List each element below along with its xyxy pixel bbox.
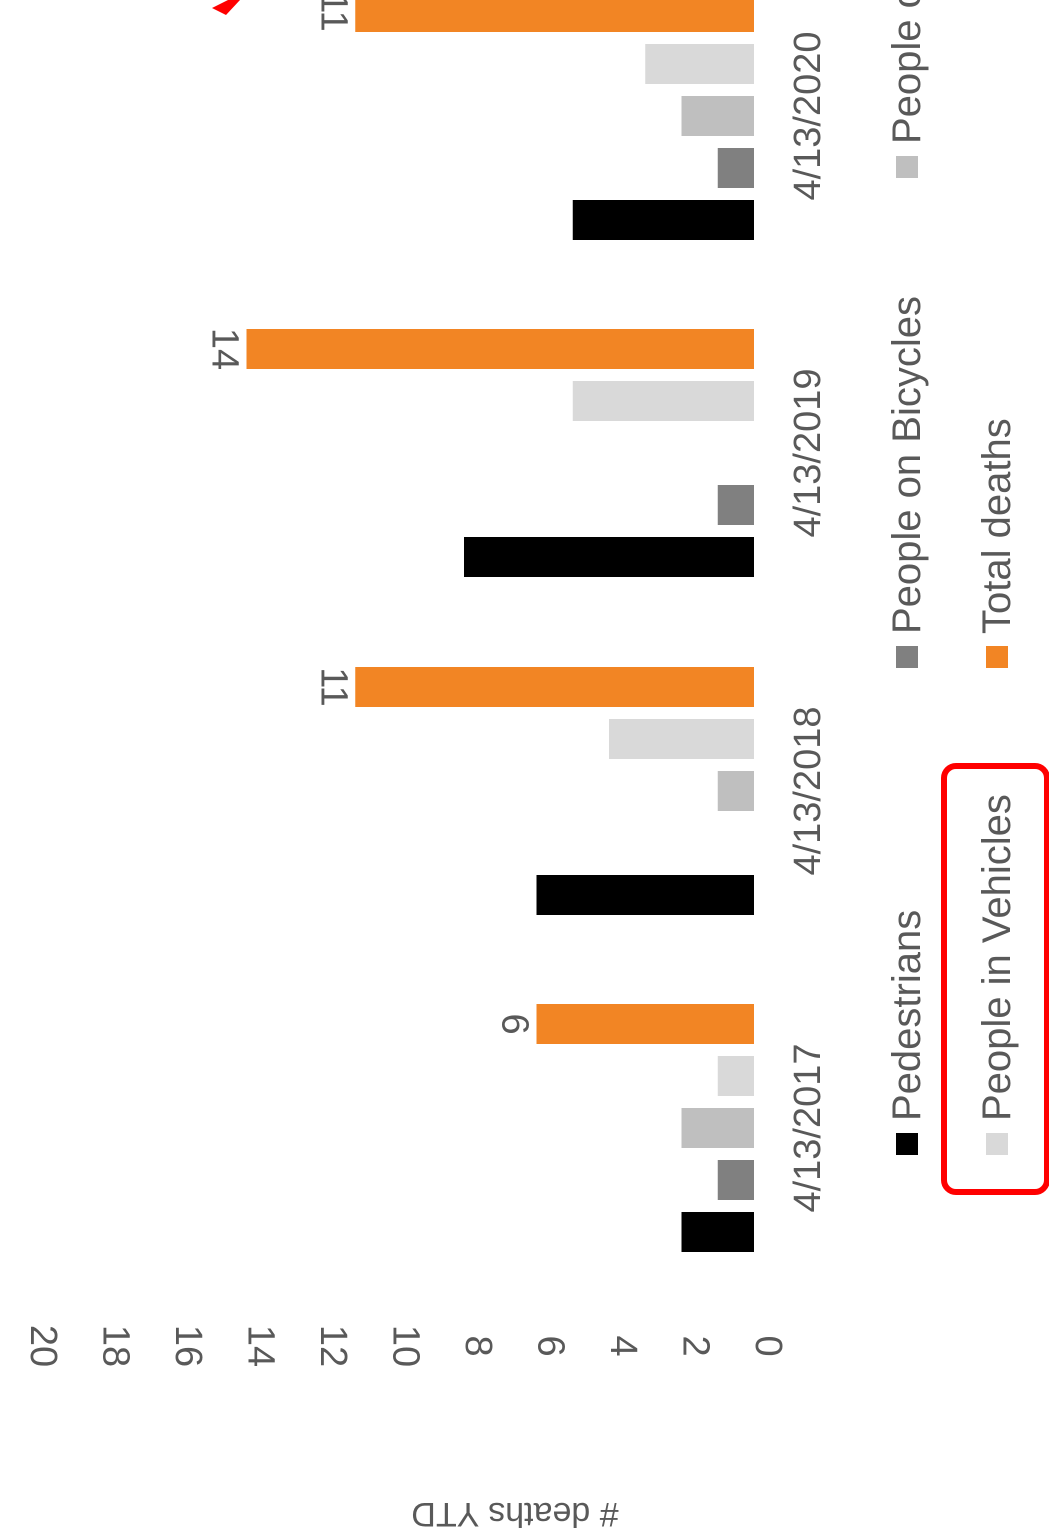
bar-people-in-vehicles (717, 1056, 754, 1096)
y-axis-ticks: 0 2 4 6 8 10 12 14 16 18 20 (22, 1325, 789, 1367)
category-label: 4/13/2017 (787, 1043, 829, 1212)
bar-pedestrians (464, 537, 754, 577)
y-tick-label: 8 (457, 1335, 499, 1356)
bar-people-in-vehicles (572, 381, 754, 421)
legend-label: People in Vehicles (975, 794, 1019, 1121)
bar-people-on-motorcycles (717, 771, 754, 811)
y-tick-label: 4 (602, 1335, 644, 1356)
bar-marks (246, 0, 754, 1252)
legend-swatch (896, 1133, 918, 1155)
legend-total-deaths: Total deaths (975, 418, 1019, 668)
y-tick-label: 16 (167, 1325, 209, 1367)
bar-people-in-vehicles (609, 719, 754, 759)
y-tick-label: 10 (385, 1325, 427, 1367)
bar-pedestrians (572, 200, 754, 240)
bar-pedestrians (681, 1212, 754, 1252)
bar-people-on-bicycles (717, 1160, 754, 1200)
bar-total-deaths (355, 0, 754, 32)
bar-people-on-bicycles (717, 485, 754, 525)
data-label: 11 (312, 0, 354, 32)
data-label: 6 (494, 1013, 536, 1034)
legend-label: Pedestrians (885, 910, 929, 1121)
bar-total-deaths (355, 667, 754, 707)
y-tick-label: 12 (312, 1325, 354, 1367)
y-tick-label: 2 (675, 1335, 717, 1356)
legend-swatch (896, 156, 918, 178)
y-axis-title: # deaths YTD (411, 1495, 618, 1531)
category-label: 4/13/2019 (787, 368, 829, 537)
legend-motorcycles: People o (885, 0, 929, 178)
y-tick-label: 18 (95, 1325, 137, 1367)
bar-people-on-bicycles (717, 148, 754, 188)
legend-vehicles: People in Vehicles (975, 794, 1019, 1155)
legend-label: Total deaths (975, 418, 1019, 634)
category-label: 4/13/2020 (787, 31, 829, 200)
annotation-arrow-fragment (212, 0, 240, 15)
bar-pedestrians (536, 875, 754, 915)
bar-total-deaths (536, 1004, 754, 1044)
bar-total-deaths (246, 329, 754, 369)
data-label: 11 (312, 667, 354, 706)
bar-people-on-motorcycles (681, 96, 754, 136)
data-labels: 6 11 14 11 (204, 0, 536, 1035)
legend-label: People o (885, 0, 929, 144)
data-label: 14 (204, 328, 246, 370)
y-tick-label: 14 (240, 1325, 282, 1367)
legend-swatch (986, 1133, 1008, 1155)
legend-label: People on Bicycles (885, 296, 929, 634)
legend-pedestrians: Pedestrians (885, 910, 929, 1155)
legend-bicycles: People on Bicycles (885, 296, 929, 668)
y-tick-label: 6 (530, 1335, 572, 1356)
y-tick-label: 0 (747, 1335, 789, 1356)
category-label: 4/13/2018 (787, 706, 829, 875)
legend-swatch (896, 646, 918, 668)
category-labels: 4/13/2017 4/13/2018 4/13/2019 4/13/2020 (787, 31, 829, 1212)
y-tick-label: 20 (22, 1325, 64, 1367)
legend: Pedestrians People on Bicycles People o Peo… (885, 0, 1019, 1155)
legend-swatch (986, 646, 1008, 668)
bar-people-on-motorcycles (681, 1108, 754, 1148)
legend-highlight-box (941, 763, 1049, 1195)
bar-people-in-vehicles (645, 44, 754, 84)
